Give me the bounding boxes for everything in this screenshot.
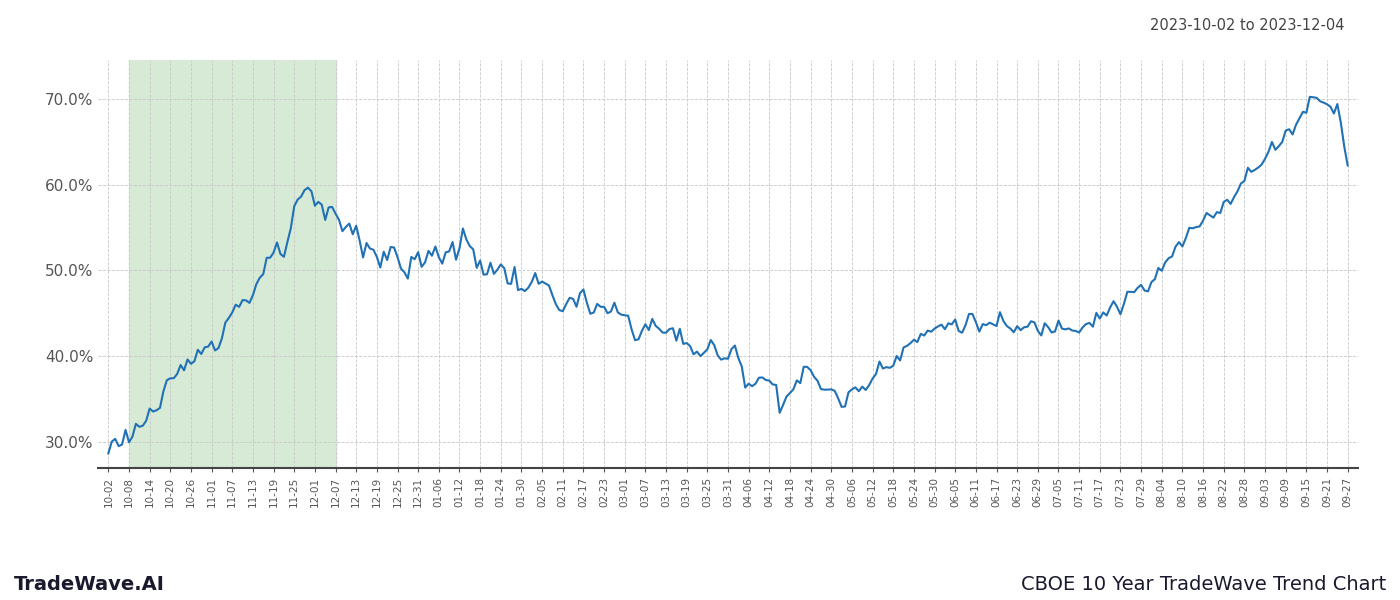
Text: 2023-10-02 to 2023-12-04: 2023-10-02 to 2023-12-04 <box>1149 18 1344 33</box>
Bar <box>129 60 336 468</box>
Text: TradeWave.AI: TradeWave.AI <box>14 575 165 594</box>
Text: CBOE 10 Year TradeWave Trend Chart: CBOE 10 Year TradeWave Trend Chart <box>1021 575 1386 594</box>
